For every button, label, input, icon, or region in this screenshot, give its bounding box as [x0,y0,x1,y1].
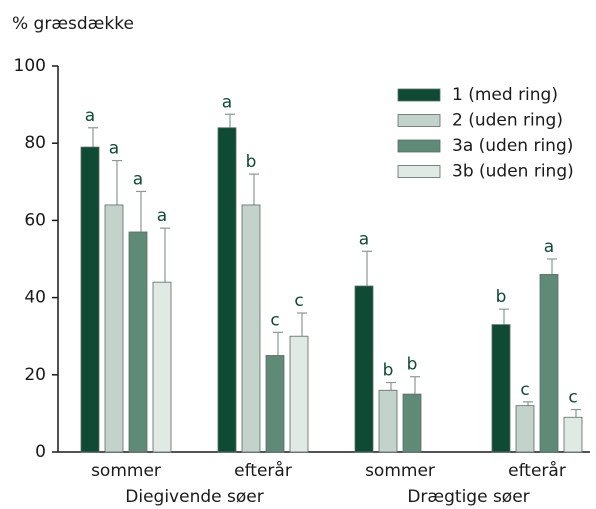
bar [515,405,535,453]
bar-letter: b [407,355,418,375]
legend-label: 2 (uden ring) [452,111,563,131]
legend-swatch [397,165,441,178]
x-tick-label: sommer [91,461,161,481]
legend-swatch [397,139,441,153]
x-tick-label: sommer [365,461,435,481]
y-tick-label: 80 [24,133,46,153]
y-tick-label: 60 [24,210,46,230]
x-tick-label: efterår [234,460,292,481]
legend-label: 3b (uden ring) [452,162,574,182]
bar-letter: b [246,152,257,172]
y-tick-label: 0 [35,442,46,462]
bar-letter: a [109,139,119,159]
bar [354,285,374,453]
bar-letter: a [157,206,167,226]
bar [539,274,559,453]
legend-swatch [397,114,441,127]
y-tick-label: 20 [24,365,46,385]
bar [265,355,285,453]
y-tick-label: 40 [24,288,46,308]
y-axis-label: % græsdække [12,14,134,34]
bar [491,324,511,453]
bar-letter: a [359,229,369,249]
legend-label: 3a (uden ring) [452,136,573,156]
group-label: Drægtige søer [407,487,529,507]
bar [241,204,261,453]
legend-label: 1 (med ring) [452,85,558,105]
y-tick-label: 100 [14,56,46,76]
bar-letter: c [270,310,279,330]
group-label: Diegivende søer [125,487,263,507]
bar [80,146,100,453]
bar [152,281,172,453]
bar-letter: c [520,380,529,400]
bar [128,231,148,453]
bar [217,127,237,453]
bar [563,416,583,453]
bar-letter: a [133,169,143,189]
bar-letter: b [496,287,507,307]
bar-letter: a [222,92,232,112]
legend-swatch [397,88,441,102]
x-tick-label: efterår [508,460,566,481]
bar [402,393,422,453]
bar [378,389,398,453]
bar [289,335,309,453]
bar [104,204,124,453]
bar-letter: a [85,106,95,126]
bar-letter: c [568,388,577,408]
bar-letter: a [544,237,554,257]
bar-letter: b [383,361,394,381]
bar-letter: c [294,291,303,311]
